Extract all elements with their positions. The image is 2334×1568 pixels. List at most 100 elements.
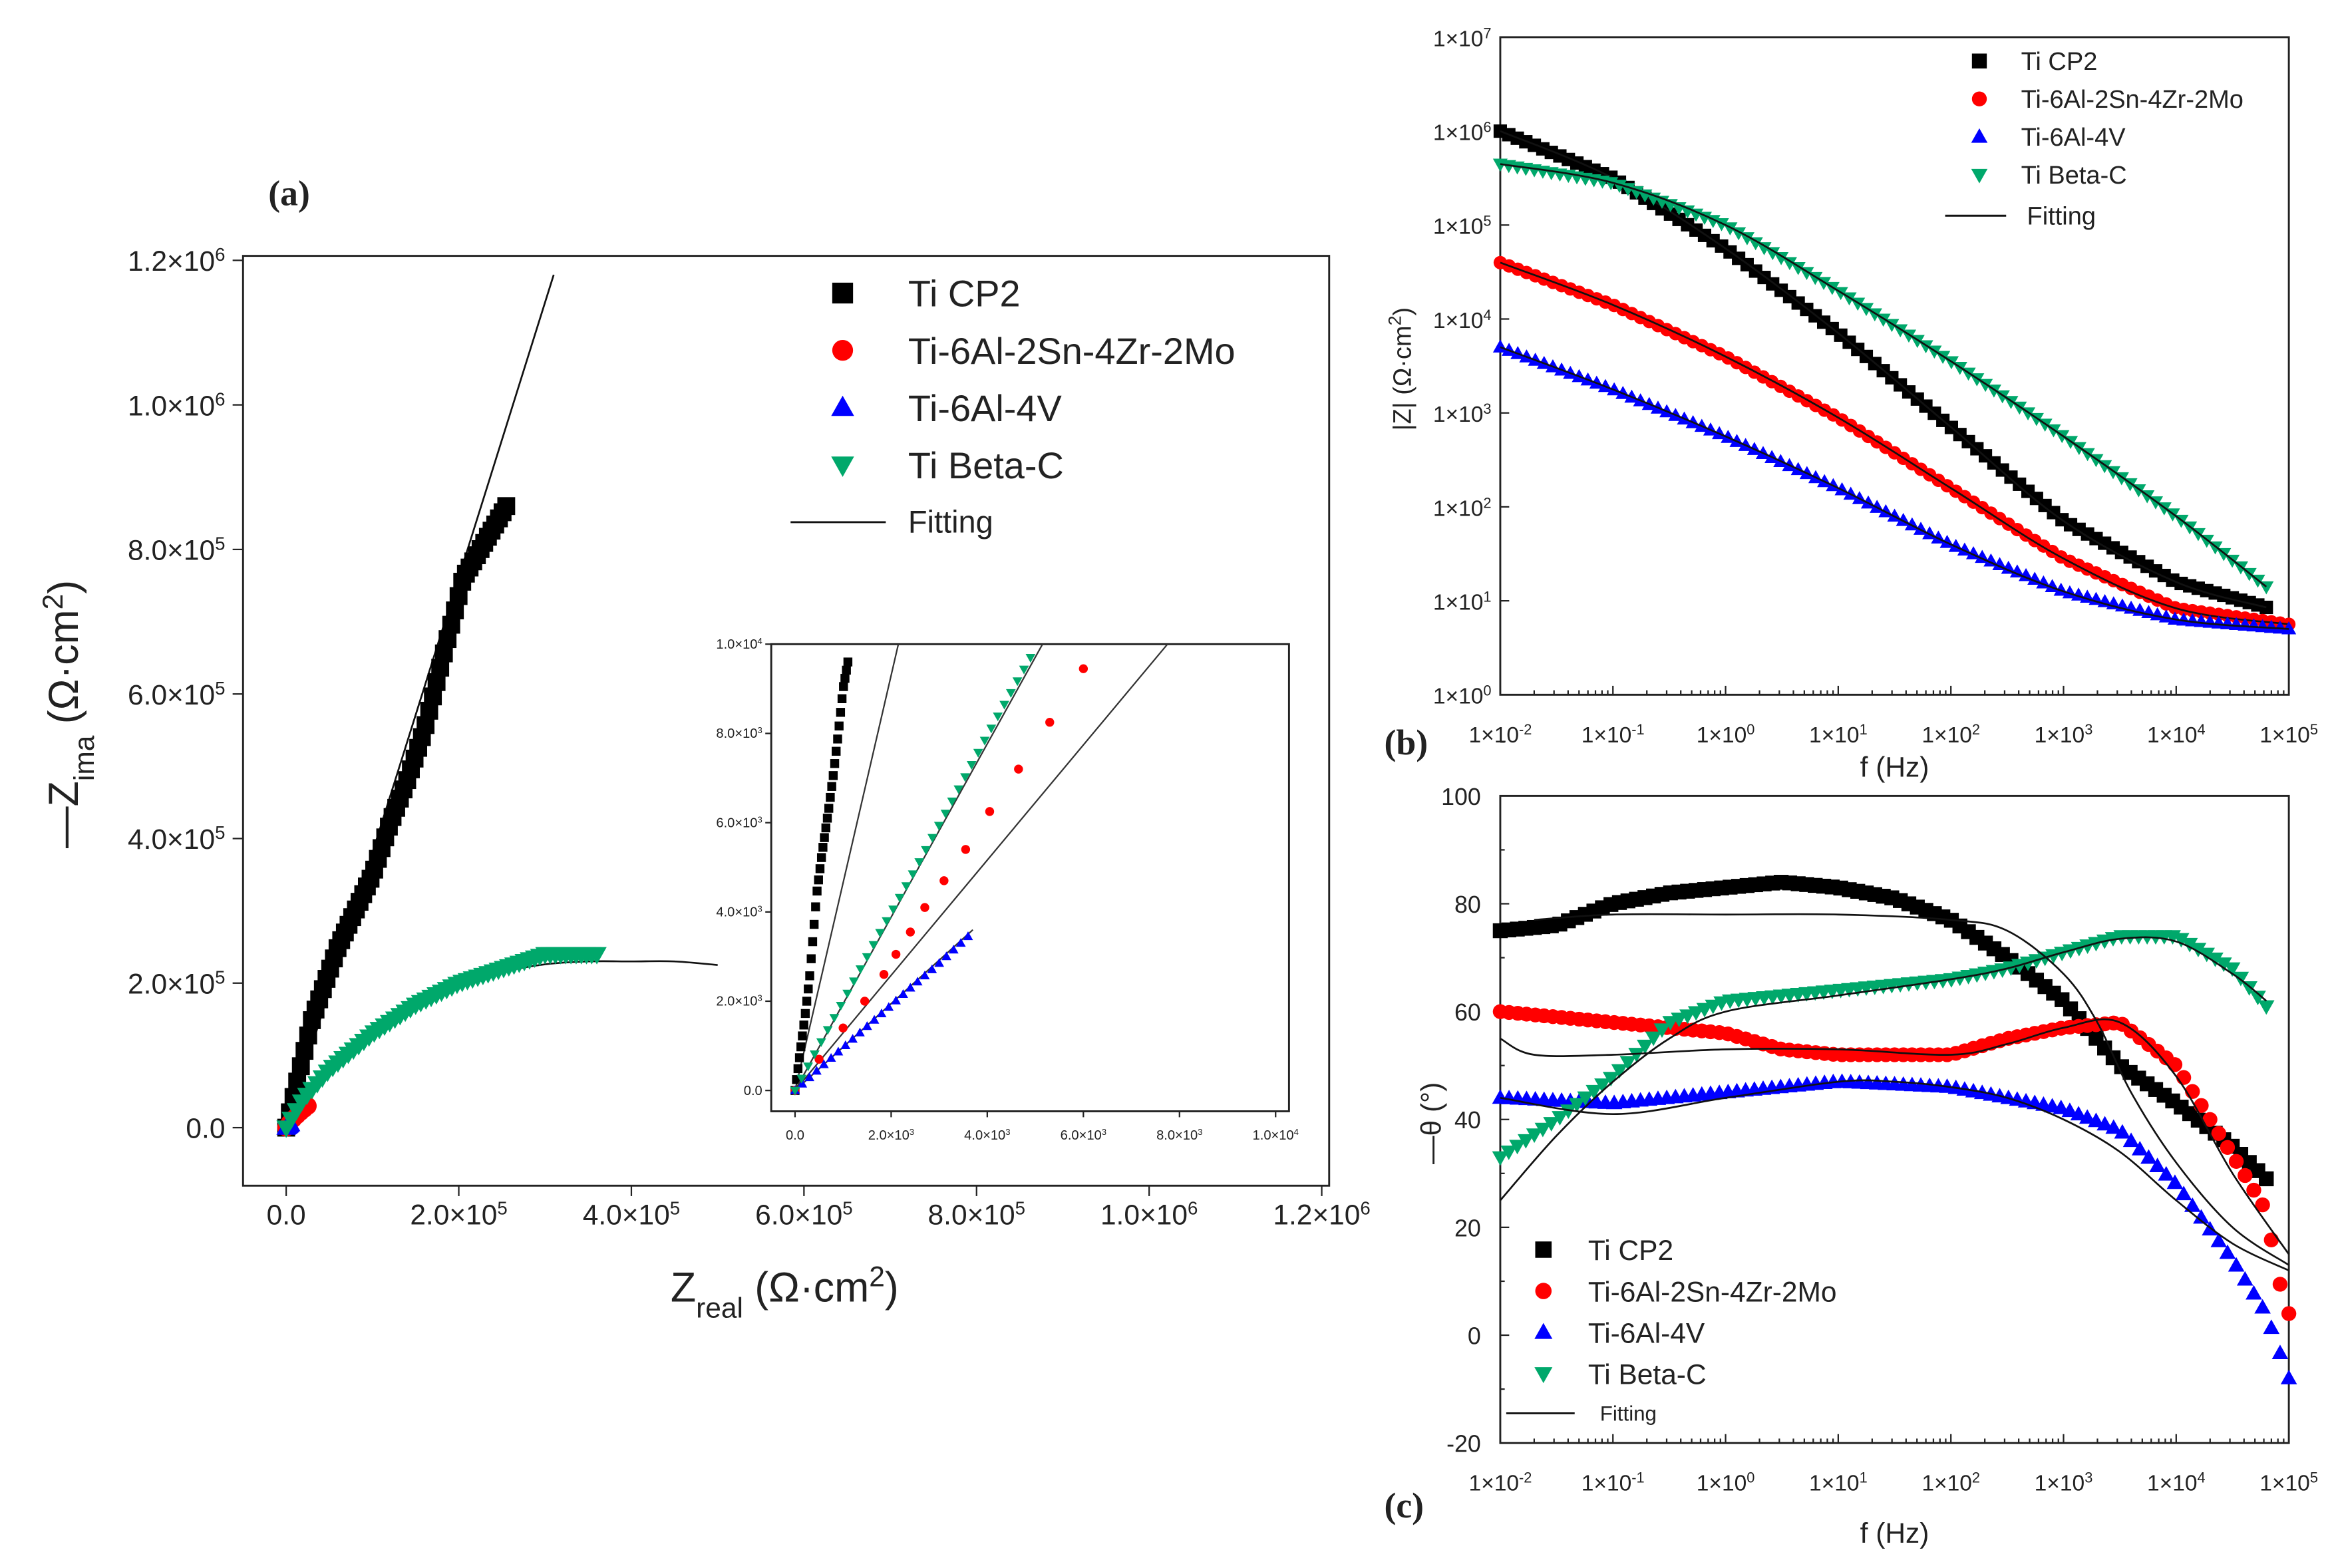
x-tick-label: 8.0×105 <box>928 1197 1025 1231</box>
inset-data-point <box>920 903 929 912</box>
x-tick-label: 1×101 <box>1809 720 1868 748</box>
inset-data-point <box>842 989 852 999</box>
inset-data-point <box>986 724 997 734</box>
legend-marker <box>1971 168 1988 184</box>
panel-label: (b) <box>1384 722 1428 762</box>
x-tick-label: 1×105 <box>2259 1469 2318 1495</box>
inset-data-point <box>914 858 925 867</box>
x-axis-label: f (Hz) <box>1860 752 1929 783</box>
inset-data-point <box>834 721 844 730</box>
legend-label: Ti-6Al-4V <box>2021 124 2126 152</box>
legend: Ti CP2 Ti-6Al-2Sn-4Zr-2Mo Ti-6Al-4V Ti Beta… <box>790 273 1236 540</box>
data-point <box>1619 1056 1637 1071</box>
data-point <box>2271 1344 2289 1359</box>
inset-data-point <box>927 834 937 843</box>
x-tick-label: 2.0×105 <box>410 1197 507 1231</box>
inset-y-tick-label: 1.0×104 <box>716 636 762 653</box>
data-point <box>288 1072 307 1091</box>
data-point <box>2088 1112 2104 1128</box>
inset-data-point <box>999 701 1009 710</box>
inset-frame <box>770 643 1290 1112</box>
y-tick-label: 1×103 <box>1433 400 1492 428</box>
y-tick-label: 0 <box>1468 1323 1481 1349</box>
data-point <box>1790 261 1806 275</box>
legend-label: Ti Beta-C <box>2021 162 2127 190</box>
data-point <box>2210 1232 2228 1247</box>
inset-data-point <box>818 843 828 852</box>
inset-data-point <box>816 853 826 862</box>
inset-data-point <box>891 995 902 1005</box>
inset-data-point <box>840 1040 851 1049</box>
data-point <box>2236 1271 2253 1286</box>
inset-data-point <box>901 882 912 891</box>
inset-data-point <box>793 1064 803 1074</box>
x-tick-label: 1.2×106 <box>1273 1197 1370 1231</box>
inset-data-point <box>961 845 971 854</box>
x-tick-label: 4.0×105 <box>583 1197 680 1231</box>
data-point <box>2001 560 2016 574</box>
inset-data-point <box>797 1078 808 1088</box>
y-tick-label: 6.0×105 <box>128 677 225 711</box>
y-tick-label: 1.2×106 <box>128 243 225 277</box>
data-point <box>2140 1149 2157 1164</box>
data-point <box>2053 1099 2070 1114</box>
legend-label: Ti-6Al-2Sn-4Zr-2Mo <box>908 330 1236 372</box>
panel-label: (c) <box>1384 1486 1424 1525</box>
data-point <box>2224 962 2241 977</box>
data-point <box>2158 1166 2175 1181</box>
data-point <box>2096 1116 2113 1131</box>
x-tick-label: 1×104 <box>2147 720 2206 748</box>
inset-x-tick-label: 6.0×103 <box>1061 1126 1106 1143</box>
fit-line <box>1500 261 2289 625</box>
data-point <box>1671 1013 1687 1028</box>
x-tick-label: 1×100 <box>1697 720 1755 748</box>
inset-data-point <box>1045 717 1055 727</box>
inset-data-point <box>927 964 937 973</box>
inset-data-point <box>822 1026 833 1035</box>
y-tick-label: 1×107 <box>1433 25 1492 51</box>
y-tick-label: 100 <box>1441 784 1481 810</box>
legend-marker <box>1534 1367 1553 1384</box>
legend-marker <box>1535 1241 1552 1258</box>
y-axis-label: —θ (°) <box>1416 1082 1447 1164</box>
inset-data-point <box>843 657 853 667</box>
data-point <box>1568 1098 1585 1113</box>
inset-data-point <box>947 797 957 806</box>
inset-data-point <box>818 1059 829 1068</box>
legend-label: Ti CP2 <box>908 273 1021 315</box>
data-point <box>2018 567 2034 581</box>
legend-marker <box>1534 1323 1553 1339</box>
data-point <box>1645 1031 1662 1046</box>
data-point <box>2211 1126 2226 1141</box>
inset-data-point <box>875 929 886 938</box>
inset-data-point <box>820 833 829 842</box>
data-point <box>2181 937 2198 953</box>
data-point <box>2272 1277 2288 1292</box>
panel-a-nyquist: 0.0 2.0×105 4.0×105 6.0×105 8.0×105 1.0×106 1.… <box>38 174 1371 1325</box>
inset-data-point <box>836 708 846 717</box>
inset-data-point <box>812 886 822 896</box>
data-point <box>1526 1128 1543 1144</box>
inset-data-point <box>941 951 951 961</box>
data-point <box>1577 1091 1594 1106</box>
data-point <box>2175 1185 2192 1201</box>
inset-data-point <box>1079 664 1088 673</box>
inset-data-point <box>839 682 848 691</box>
data-point <box>2167 1057 2183 1072</box>
data-point <box>2238 1168 2253 1183</box>
legend-marker <box>831 456 854 477</box>
data-point <box>2246 1182 2261 1198</box>
data-point <box>1662 1016 1679 1030</box>
inset-x-tick-label: 2.0×103 <box>868 1126 914 1143</box>
data-point <box>1799 267 1814 281</box>
inset-data-point <box>908 870 918 879</box>
x-axis-label: f (Hz) <box>1860 1518 1929 1549</box>
data-point <box>1500 1145 1518 1160</box>
data-point <box>1774 252 1789 265</box>
inset-data-point <box>848 1034 858 1043</box>
legend: Ti CP2 Ti-6Al-2Sn-4Zr-2Mo Ti-6Al-4V Ti Beta… <box>1945 48 2244 231</box>
data-point <box>2257 1000 2275 1015</box>
x-tick-label: 1.0×106 <box>1100 1197 1198 1231</box>
inset-data-point <box>948 945 959 954</box>
inset-data-point <box>1012 677 1023 687</box>
